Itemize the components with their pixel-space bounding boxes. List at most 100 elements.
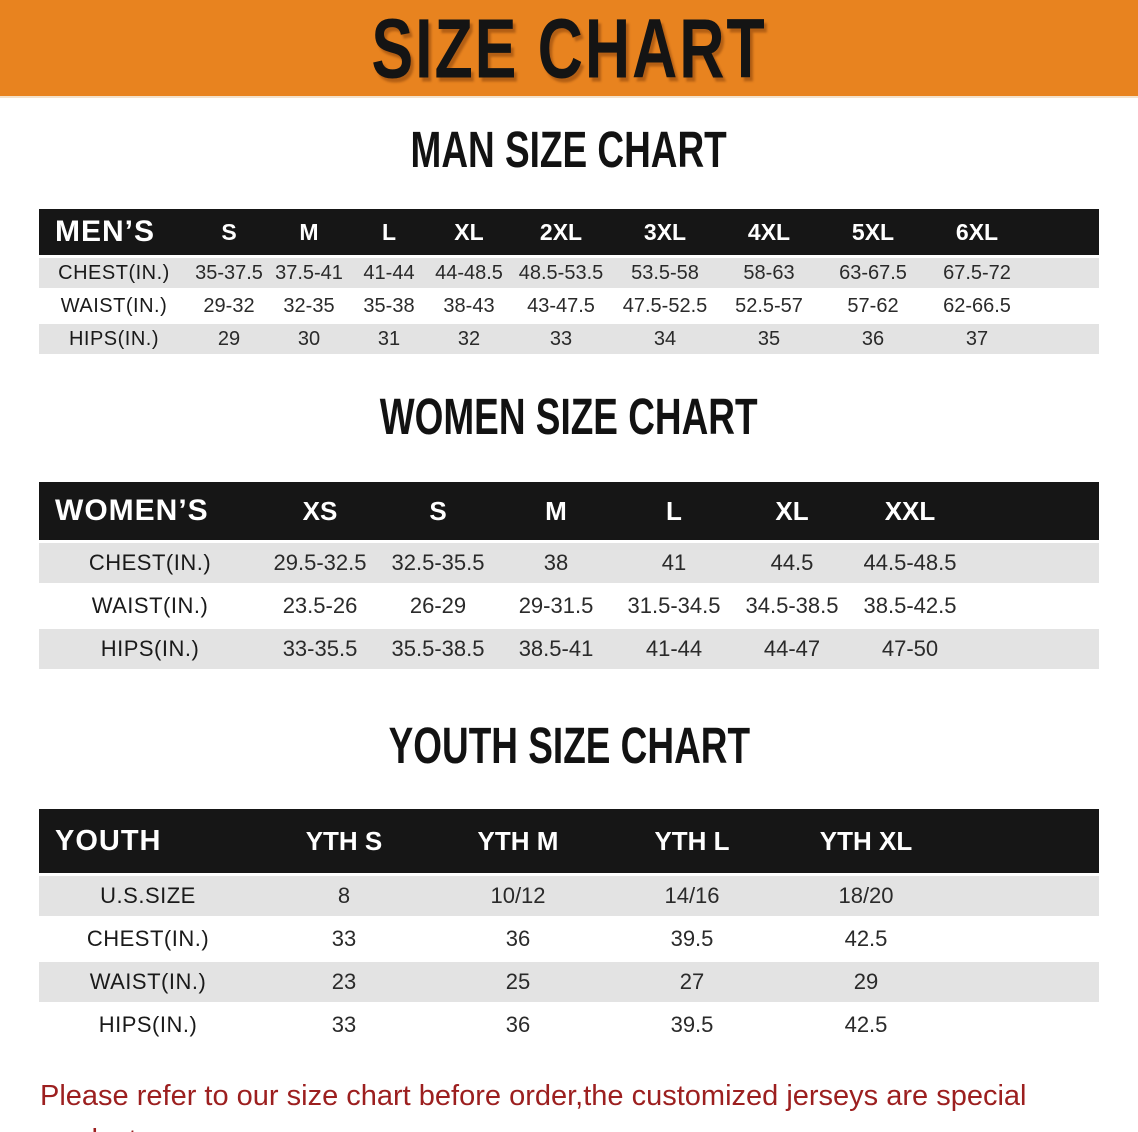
table-row: WAIST(IN.) 23 25 27 29 [39,962,1099,1002]
table-cell: 8 [257,876,431,916]
table-cell: 52.5-57 [717,291,821,321]
table-cell: 35 [717,324,821,354]
men-table-title: MEN’S [39,209,189,255]
table-cell: 43-47.5 [509,291,613,321]
size-chart-banner: SIZE CHART [0,0,1138,98]
table-cell: 42.5 [779,1005,953,1045]
spacer-cell [953,962,1099,1002]
table-row: CHEST(IN.) 29.5-32.5 32.5-35.5 38 41 44.… [39,543,1099,583]
column-header: L [349,209,429,255]
youth-header-row: YOUTH YTH S YTH M YTH L YTH XL [39,809,1099,873]
table-cell: 36 [821,324,925,354]
column-header: M [269,209,349,255]
youth-table-title: YOUTH [39,809,257,873]
column-header: YTH L [605,809,779,873]
table-cell: 33 [257,919,431,959]
column-header: S [379,482,497,540]
column-header: 3XL [613,209,717,255]
table-row: CHEST(IN.) 33 36 39.5 42.5 [39,919,1099,959]
column-header: L [615,482,733,540]
table-row: CHEST(IN.) 35-37.5 37.5-41 41-44 44-48.5… [39,258,1099,288]
column-header: 5XL [821,209,925,255]
spacer-cell [969,543,1099,583]
table-cell: 35-38 [349,291,429,321]
table-cell: 29 [189,324,269,354]
column-header: XXL [851,482,969,540]
spacer-cell [953,1005,1099,1045]
table-row: WAIST(IN.) 29-32 32-35 35-38 38-43 43-47… [39,291,1099,321]
table-cell: 57-62 [821,291,925,321]
spacer-cell [1029,291,1099,321]
table-cell: 58-63 [717,258,821,288]
table-cell: 41-44 [615,629,733,669]
table-cell: 37.5-41 [269,258,349,288]
table-cell: 29 [779,962,953,1002]
table-row: WAIST(IN.) 23.5-26 26-29 29-31.5 31.5-34… [39,586,1099,626]
table-cell: 29-32 [189,291,269,321]
women-size-table: WOMEN’S XS S M L XL XXL CHEST(IN.) 29.5-… [39,479,1099,672]
table-cell: 31 [349,324,429,354]
table-cell: 48.5-53.5 [509,258,613,288]
row-label: CHEST(IN.) [39,919,257,959]
table-cell: 44.5-48.5 [851,543,969,583]
column-header: 2XL [509,209,613,255]
table-cell: 41 [615,543,733,583]
table-cell: 44-47 [733,629,851,669]
spacer-cell [953,809,1099,873]
man-section-heading: MAN SIZE CHART [0,121,1138,186]
row-label: CHEST(IN.) [39,258,189,288]
row-label: U.S.SIZE [39,876,257,916]
table-cell: 44-48.5 [429,258,509,288]
table-cell: 26-29 [379,586,497,626]
table-cell: 41-44 [349,258,429,288]
table-cell: 35.5-38.5 [379,629,497,669]
column-header: XS [261,482,379,540]
row-label: HIPS(IN.) [39,629,261,669]
table-cell: 34 [613,324,717,354]
column-header: 4XL [717,209,821,255]
column-header: YTH S [257,809,431,873]
table-cell: 34.5-38.5 [733,586,851,626]
table-cell: 33 [509,324,613,354]
table-cell: 30 [269,324,349,354]
table-cell: 47.5-52.5 [613,291,717,321]
table-cell: 29.5-32.5 [261,543,379,583]
youth-size-table: YOUTH YTH S YTH M YTH L YTH XL U.S.SIZE … [39,806,1099,1048]
table-cell: 27 [605,962,779,1002]
table-cell: 42.5 [779,919,953,959]
spacer-cell [953,919,1099,959]
table-cell: 47-50 [851,629,969,669]
table-cell: 38.5-42.5 [851,586,969,626]
column-header: YTH XL [779,809,953,873]
table-cell: 33-35.5 [261,629,379,669]
table-cell: 38 [497,543,615,583]
youth-section-heading: YOUTH SIZE CHART [0,717,1138,782]
table-cell: 18/20 [779,876,953,916]
table-cell: 39.5 [605,919,779,959]
table-cell: 38.5-41 [497,629,615,669]
column-header: S [189,209,269,255]
column-header: XL [733,482,851,540]
table-cell: 25 [431,962,605,1002]
table-cell: 36 [431,919,605,959]
table-cell: 67.5-72 [925,258,1029,288]
table-cell: 44.5 [733,543,851,583]
table-cell: 39.5 [605,1005,779,1045]
table-cell: 23 [257,962,431,1002]
column-header: YTH M [431,809,605,873]
column-header: M [497,482,615,540]
table-cell: 29-31.5 [497,586,615,626]
table-cell: 32-35 [269,291,349,321]
spacer-cell [969,482,1099,540]
disclaimer-note: Please refer to our size chart before or… [40,1074,1138,1132]
women-section-heading: WOMEN SIZE CHART [0,388,1138,453]
table-cell: 36 [431,1005,605,1045]
table-cell: 23.5-26 [261,586,379,626]
column-header: XL [429,209,509,255]
table-cell: 62-66.5 [925,291,1029,321]
table-cell: 33 [257,1005,431,1045]
table-cell: 63-67.5 [821,258,925,288]
women-heading-text: WOMEN SIZE CHART [380,387,758,446]
table-cell: 32 [429,324,509,354]
spacer-cell [1029,209,1099,255]
